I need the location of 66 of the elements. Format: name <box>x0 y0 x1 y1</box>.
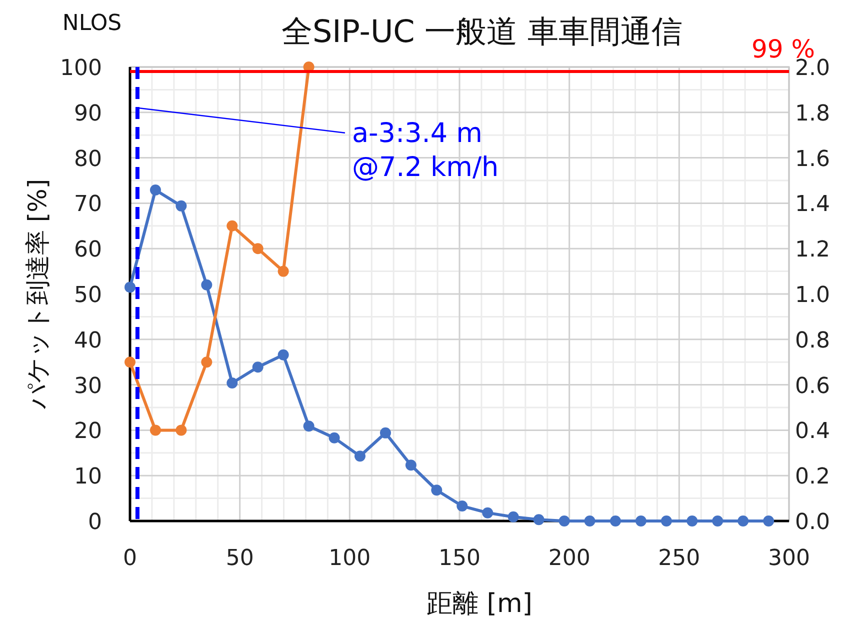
y2-tick-label: 1.4 <box>795 192 830 218</box>
point <box>226 377 238 388</box>
y-tick-label: 30 <box>74 374 102 399</box>
point <box>201 279 212 290</box>
x-tick-label: 300 <box>768 546 810 571</box>
y-axis-title: パケット到達率 [%] <box>23 178 52 410</box>
point <box>456 500 468 512</box>
x-axis-title: 距離 [m] <box>426 589 532 619</box>
y2-tick-label: 1.6 <box>795 146 830 172</box>
y-tick-label: 50 <box>74 283 102 308</box>
point <box>226 220 238 232</box>
point <box>176 424 187 436</box>
point <box>508 511 519 522</box>
y-tick-label: 40 <box>74 328 102 354</box>
y-tick-label: 10 <box>74 464 102 490</box>
y2-tick-label: 0.0 <box>795 510 830 535</box>
point <box>584 516 596 526</box>
point <box>124 356 136 368</box>
point <box>150 184 161 196</box>
point <box>431 484 442 496</box>
point <box>610 516 621 526</box>
point <box>252 362 264 373</box>
y-tick-label: 90 <box>74 101 102 126</box>
text: NLOS <box>62 11 122 36</box>
ref-line-label: a-3:3.4 m @7.2 km/h <box>352 118 499 183</box>
y-tick-label: 60 <box>74 238 102 263</box>
point <box>278 266 289 277</box>
point <box>201 356 212 368</box>
point <box>150 424 161 436</box>
point <box>635 516 646 526</box>
x-tick-label: 50 <box>226 546 254 571</box>
point <box>176 200 187 212</box>
point <box>533 514 544 526</box>
y2-tick-label: 1.0 <box>795 283 830 308</box>
x-tick-label: 100 <box>328 546 371 571</box>
point <box>252 243 264 254</box>
y2-tick-label: 0.6 <box>795 374 830 399</box>
x-tick-label: 250 <box>658 546 700 571</box>
point <box>278 349 289 360</box>
y2-tick-label: 0.4 <box>795 419 830 444</box>
point <box>405 460 416 471</box>
point <box>482 507 494 518</box>
point <box>303 420 314 432</box>
point <box>558 516 570 526</box>
y2-tick-label: 1.2 <box>795 238 830 263</box>
y-tick-label: 0 <box>88 510 102 535</box>
point <box>660 516 672 526</box>
point <box>328 432 340 444</box>
point <box>738 516 749 526</box>
point <box>124 282 136 293</box>
point <box>686 516 698 526</box>
x-tick-label: 0 <box>123 546 137 571</box>
y-tick-label: 80 <box>74 146 102 172</box>
x-tick-label: 150 <box>438 546 480 571</box>
point <box>712 516 724 526</box>
point <box>380 427 391 438</box>
y2-tick-label: 0.8 <box>795 328 830 354</box>
point <box>763 516 774 526</box>
y-tick-label: 20 <box>74 419 102 444</box>
y-tick-label: 100 <box>60 56 102 81</box>
y2-tick-label: 1.8 <box>795 101 830 126</box>
y2-tick-label: 0.2 <box>795 464 830 490</box>
x-tick-label: 200 <box>548 546 590 571</box>
point <box>354 450 366 462</box>
chart-title: 全SIP-UC 一般道 車車間通信 <box>281 14 683 50</box>
y-tick-label: 70 <box>74 192 102 218</box>
